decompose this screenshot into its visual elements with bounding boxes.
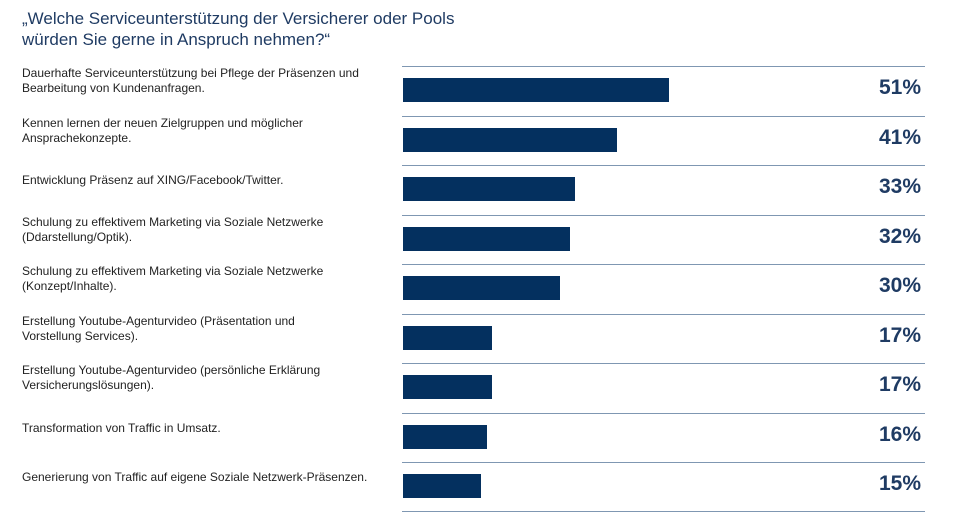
- category-label-line: Ansprachekonzepte.: [22, 130, 132, 145]
- value-label: 32%: [878, 224, 921, 248]
- bar: [403, 276, 560, 300]
- category-label-line: Transformation von Traffic in Umsatz.: [22, 420, 221, 435]
- chart-title: „Welche Serviceunterstützung der Versich…: [22, 8, 622, 50]
- row-divider: [402, 264, 925, 265]
- bar: [403, 325, 492, 350]
- category-label-line: Schulung zu effektivem Marketing via Soz…: [22, 264, 324, 278]
- row-divider: [402, 66, 925, 67]
- row-divider: [402, 115, 925, 117]
- category-label: Dauerhafte Serviceunterstützung bei Pfle…: [22, 66, 392, 96]
- value-label: 17%: [878, 373, 921, 396]
- chart-title-line-1: „Welche Serviceunterstützung der Versich…: [22, 9, 455, 28]
- bar: [403, 474, 481, 498]
- value-label: 41%: [878, 125, 921, 149]
- category-label: Schulung zu effektivem Marketing via Soz…: [22, 215, 392, 245]
- value-label: 16%: [878, 422, 921, 446]
- category-label: Erstellung Youtube-Agenturvideo (Präsent…: [22, 314, 392, 344]
- category-label-line: (Ddarstellung/Optik).: [22, 229, 133, 244]
- value-label: 51%: [878, 76, 921, 99]
- bar: [403, 424, 487, 449]
- row-divider: [402, 313, 925, 315]
- bar: [403, 78, 669, 102]
- category-label-line: Schulung zu effektivem Marketing via Soz…: [22, 214, 324, 229]
- category-label: Generierung von Traffic auf eigene Sozia…: [22, 470, 392, 485]
- category-label: Transformation von Traffic in Umsatz.: [22, 421, 392, 436]
- category-label: Schulung zu effektivem Marketing via Soz…: [22, 264, 392, 294]
- category-label: Erstellung Youtube-Agenturvideo (persönl…: [22, 363, 392, 393]
- row-divider: [402, 363, 925, 364]
- category-label-line: Erstellung Youtube-Agenturvideo (persönl…: [22, 363, 321, 377]
- chart-title-line-2: würden Sie gerne in Anspruch nehmen?“: [22, 30, 331, 49]
- category-label-line: Kennen lernen der neuen Zielgruppen und …: [22, 115, 303, 130]
- value-label: 30%: [878, 274, 921, 297]
- row-divider: [402, 412, 925, 414]
- bar: [403, 177, 575, 201]
- category-label-line: Dauerhafte Serviceunterstützung bei Pfle…: [22, 66, 359, 80]
- value-label: 15%: [878, 472, 921, 495]
- category-label-line: Erstellung Youtube-Agenturvideo (Präsent…: [22, 313, 295, 328]
- bar: [403, 375, 492, 399]
- category-label: Kennen lernen der neuen Zielgruppen und …: [22, 116, 392, 146]
- category-label-line: Versicherungslösungen).: [22, 378, 155, 392]
- category-label-line: Entwicklung Präsenz auf XING/Facebook/Tw…: [22, 173, 284, 187]
- row-divider: [402, 165, 925, 166]
- row-divider: [402, 214, 925, 216]
- category-label-line: (Konzept/Inhalte).: [22, 279, 117, 293]
- bar: [403, 226, 570, 251]
- category-label-line: Generierung von Traffic auf eigene Sozia…: [22, 470, 368, 484]
- category-label: Entwicklung Präsenz auf XING/Facebook/Tw…: [22, 173, 392, 188]
- bar: [403, 127, 617, 152]
- value-label: 33%: [878, 175, 921, 198]
- category-label-line: Bearbeitung von Kundenanfragen.: [22, 81, 205, 95]
- category-label-line: Vorstellung Services).: [22, 328, 139, 343]
- row-divider: [402, 510, 925, 512]
- value-label: 17%: [878, 323, 921, 347]
- row-divider: [402, 462, 925, 463]
